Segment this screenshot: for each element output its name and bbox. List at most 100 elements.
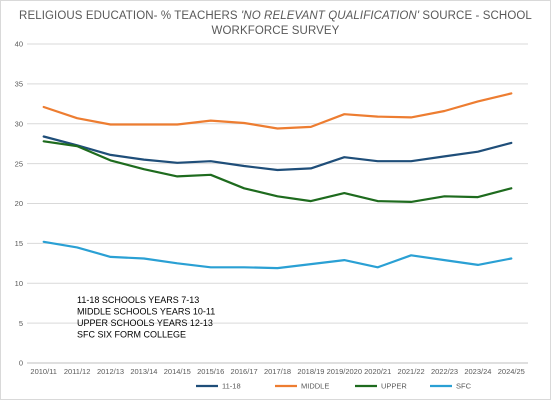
x-tick-label-7: 2017/18 [264, 367, 291, 376]
x-tick-label-5: 2015/16 [197, 367, 224, 376]
legend-label-upper: UPPER [381, 382, 407, 391]
data-point-11-18-14 [510, 141, 513, 144]
series-line-sfc [42, 240, 513, 270]
data-point-middle-7 [276, 127, 279, 130]
chart-title-suffix: SOURCE - SCHOOL [419, 10, 532, 22]
x-tick-label-2: 2012/13 [97, 367, 124, 376]
x-tick-label-9: 2019/2020 [327, 367, 362, 376]
data-point-sfc-7 [276, 267, 279, 270]
data-point-upper-6 [243, 187, 246, 190]
x-tick-label-4: 2014/15 [164, 367, 191, 376]
data-point-middle-6 [243, 122, 246, 125]
x-tick-label-11: 2021/22 [398, 367, 425, 376]
data-point-11-18-4 [176, 161, 179, 164]
data-point-11-18-13 [477, 150, 480, 153]
data-point-middle-9 [343, 113, 346, 116]
data-point-sfc-14 [510, 257, 513, 260]
data-point-sfc-3 [143, 257, 146, 260]
data-point-upper-9 [343, 192, 346, 195]
data-point-sfc-4 [176, 262, 179, 265]
data-point-upper-10 [376, 200, 379, 203]
x-tick-label-10: 2020/21 [364, 367, 391, 376]
data-point-11-18-5 [209, 160, 212, 163]
data-point-middle-1 [76, 117, 79, 120]
legend-label-sfc: SFC [456, 382, 472, 391]
data-point-middle-11 [410, 116, 413, 119]
y-tick-label-35: 35 [15, 80, 23, 89]
data-point-upper-13 [477, 196, 480, 199]
data-point-middle-8 [310, 126, 313, 129]
y-tick-label-0: 0 [19, 359, 23, 368]
data-point-upper-8 [310, 200, 313, 203]
data-point-sfc-13 [477, 264, 480, 267]
data-point-upper-3 [143, 168, 146, 171]
data-point-11-18-8 [310, 167, 313, 170]
data-point-upper-0 [42, 140, 45, 143]
data-point-upper-1 [76, 145, 79, 148]
chart-title-prefix: RELIGIOUS EDUCATION- % TEACHERS [19, 10, 241, 22]
data-point-11-18-10 [376, 160, 379, 163]
chart-title-line-2: WORKFORCE SURVEY [211, 25, 340, 37]
chart-title-line-1: RELIGIOUS EDUCATION- % TEACHERS 'NO RELE… [1, 10, 550, 22]
data-point-11-18-12 [443, 155, 446, 158]
data-point-11-18-0 [42, 135, 45, 138]
x-tick-label-14: 2024/25 [498, 367, 525, 376]
data-point-11-18-9 [343, 156, 346, 159]
y-tick-label-25: 25 [15, 159, 23, 168]
data-point-upper-12 [443, 195, 446, 198]
series-line-11-18 [42, 135, 513, 172]
data-point-upper-4 [176, 175, 179, 178]
y-tick-label-20: 20 [15, 199, 23, 208]
data-point-middle-13 [477, 100, 480, 103]
data-point-middle-3 [143, 123, 146, 126]
data-point-sfc-6 [243, 266, 246, 269]
legend-label-11-18: 11-18 [222, 382, 241, 391]
y-tick-label-40: 40 [15, 40, 23, 49]
data-point-sfc-9 [343, 259, 346, 262]
data-point-sfc-0 [42, 240, 45, 243]
x-tick-label-8: 2018/19 [297, 367, 324, 376]
data-point-11-18-11 [410, 160, 413, 163]
data-point-middle-14 [510, 92, 513, 95]
data-point-sfc-11 [410, 254, 413, 257]
x-tick-label-1: 2011/12 [64, 367, 91, 376]
data-point-sfc-1 [76, 246, 79, 249]
data-point-11-18-7 [276, 169, 279, 172]
y-tick-label-10: 10 [15, 279, 23, 288]
x-tick-label-3: 2013/14 [130, 367, 157, 376]
series-line-middle [42, 92, 513, 130]
data-point-middle-0 [42, 106, 45, 109]
data-point-upper-7 [276, 195, 279, 198]
series-line-upper [42, 140, 513, 203]
x-tick-label-0: 2010/11 [30, 367, 57, 376]
annotation-line-3: SFC SIX FORM COLLEGE [77, 330, 186, 340]
data-point-sfc-5 [209, 266, 212, 269]
data-point-middle-2 [109, 123, 112, 126]
annotation-line-0: 11-18 SCHOOLS YEARS 7-13 [77, 295, 199, 305]
annotation-line-1: MIDDLE SCHOOLS YEARS 10-11 [77, 307, 215, 317]
data-point-11-18-3 [143, 158, 146, 161]
data-point-middle-10 [376, 115, 379, 118]
data-point-sfc-12 [443, 259, 446, 262]
data-point-middle-12 [443, 110, 446, 113]
data-point-upper-11 [410, 201, 413, 204]
data-point-middle-5 [209, 119, 212, 122]
data-point-sfc-10 [376, 266, 379, 269]
data-point-middle-4 [176, 123, 179, 126]
x-tick-label-6: 2016/17 [231, 367, 258, 376]
y-tick-label-30: 30 [15, 119, 23, 128]
y-tick-label-5: 5 [19, 319, 23, 328]
data-point-11-18-2 [109, 153, 112, 156]
x-tick-label-13: 2023/24 [464, 367, 491, 376]
annotation-line-2: UPPER SCHOOLS YEARS 12-13 [77, 318, 213, 328]
chart-title-italic: 'NO RELEVANT QUALIFICATION' [241, 10, 420, 22]
y-tick-label-15: 15 [15, 239, 23, 248]
data-point-upper-5 [209, 173, 212, 176]
x-tick-label-12: 2022/23 [431, 367, 458, 376]
data-point-sfc-2 [109, 256, 112, 259]
legend-label-middle: MIDDLE [301, 382, 329, 391]
data-point-upper-2 [109, 159, 112, 162]
data-point-11-18-6 [243, 165, 246, 168]
